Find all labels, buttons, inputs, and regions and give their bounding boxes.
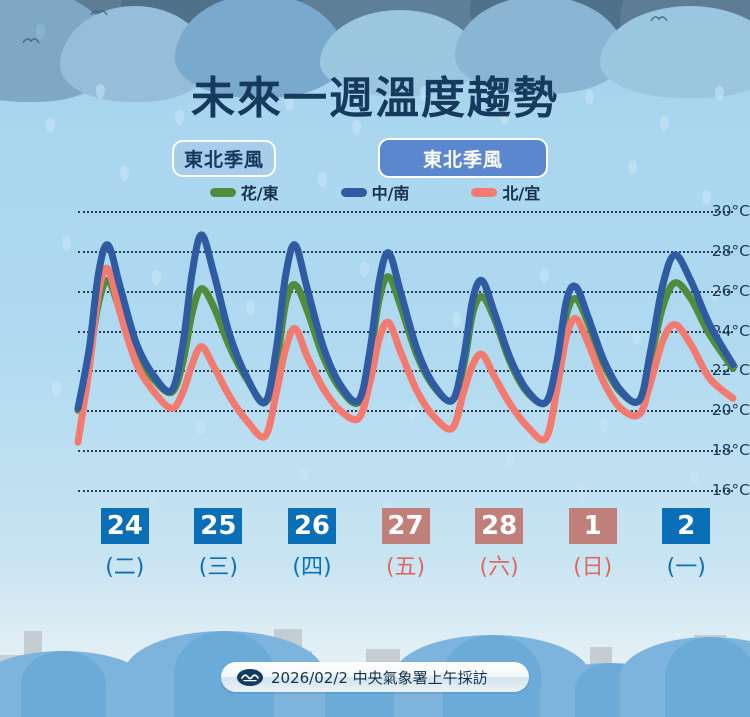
gridline-26	[78, 290, 733, 293]
gridline-28	[78, 250, 733, 253]
page-title: 未來一週溫度趨勢	[191, 73, 559, 124]
chart-plot-area	[74, 231, 737, 446]
city-umbrella-decoration	[0, 587, 750, 717]
day-number-badge: 24	[100, 508, 149, 544]
temperature-trend-chart: 30°C 28°C 26°C 24°C 22°C 20°C 18°C 16°C	[0, 196, 750, 506]
monsoon-badge-second: 東北季風	[378, 138, 548, 178]
umbrella-shape	[620, 637, 750, 717]
legend-item-zhong-nan: 中/南	[340, 180, 410, 204]
day-column-26: 26 (四)	[265, 508, 359, 586]
day-column-28: 28 (六)	[452, 508, 546, 586]
day-column-2: 2 (一)	[639, 508, 733, 586]
day-weekday-label: (四)	[292, 555, 332, 580]
day-column-25: 25 (三)	[172, 508, 266, 586]
day-weekday-label: (三)	[198, 555, 238, 580]
wind-swirl-glyph	[241, 673, 259, 681]
bird-icon	[22, 38, 40, 44]
footer-text: 2026/02/2 中央氣象署上午採訪	[271, 668, 488, 687]
day-weekday-label: (五)	[385, 555, 426, 580]
cwa-wind-logo-icon	[237, 668, 263, 686]
day-number-badge: 1	[568, 508, 617, 544]
legend-item-bei-yi: 北/宜	[471, 180, 540, 204]
footer-credit-bar: 2026/02/2 中央氣象署上午採訪	[221, 662, 529, 692]
gridline-18	[78, 450, 733, 453]
day-number-badge: 28	[475, 508, 524, 544]
cloud-shape	[320, 10, 480, 96]
bird-icon	[90, 10, 108, 16]
day-column-27: 27 (五)	[359, 508, 453, 586]
day-number-badge: 2	[662, 508, 711, 544]
legend-swatch-red	[471, 187, 498, 197]
day-column-1: 1 (日)	[546, 508, 640, 586]
gridline-30	[78, 211, 733, 213]
cloud-shape	[455, 0, 625, 94]
legend-swatch-green	[209, 187, 236, 197]
day-number-badge: 26	[287, 508, 336, 544]
series-line-北/宜	[74, 264, 737, 446]
legend-label-zhong-nan: 中/南	[371, 184, 410, 203]
cloud-shape	[175, 0, 345, 98]
day-column-24: 24 (二)	[78, 508, 172, 586]
series-line-中/南	[74, 231, 737, 412]
day-weekday-label: (六)	[479, 555, 519, 580]
chart-legend: 花/東 中/南 北/宜	[0, 180, 750, 204]
day-weekday-label: (二)	[105, 555, 145, 580]
day-number-badge: 27	[381, 508, 430, 544]
day-number-badge: 25	[194, 508, 243, 544]
day-weekday-label: (日)	[573, 555, 613, 580]
bird-icon	[650, 16, 668, 22]
cloud-decoration-band	[0, 0, 750, 120]
gridline-16	[78, 490, 733, 492]
umbrella-shape	[0, 651, 148, 717]
gridline-20	[78, 410, 733, 413]
legend-swatch-blue	[340, 187, 367, 197]
legend-item-hua-dong: 花/東	[209, 180, 279, 204]
day-axis: 24 (二) 25 (三) 26 (四) 27 (五) 28 (六) 1 (日) 2 (一)	[78, 508, 733, 586]
monsoon-badge-first: 東北季風	[172, 140, 276, 177]
legend-label-bei-yi: 北/宜	[502, 184, 541, 203]
legend-label-hua-dong: 花/東	[240, 184, 279, 203]
day-weekday-label: (一)	[666, 555, 706, 580]
